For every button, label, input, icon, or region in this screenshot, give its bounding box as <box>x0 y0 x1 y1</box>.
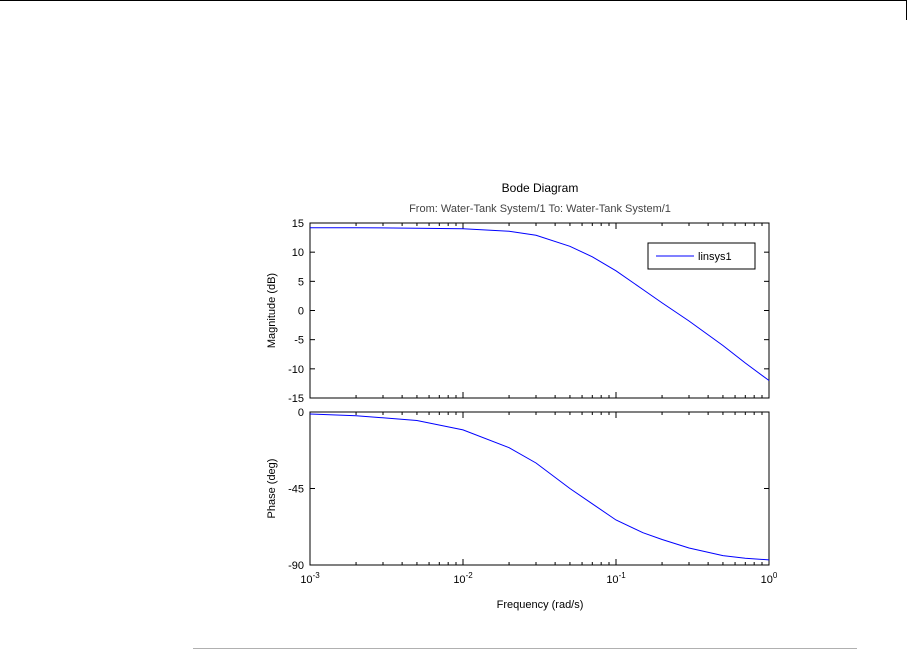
series-line-linsys1 <box>309 413 770 561</box>
y-tick-label: -5 <box>294 335 304 347</box>
y-axis-label: Phase (deg) <box>266 459 278 519</box>
x-tick-label: 10-2 <box>453 571 473 586</box>
x-tick-label: 10-3 <box>300 571 320 586</box>
bottom-page-rule <box>193 648 857 649</box>
top-page-rule <box>0 0 907 20</box>
y-tick-label: 15 <box>292 218 304 230</box>
series-line-linsys1 <box>310 227 770 381</box>
legend: linsys1 <box>647 242 756 270</box>
x-tick-label: 100 <box>761 571 778 586</box>
x-axis-label: Frequency (rad/s) <box>497 599 584 611</box>
y-tick-label: -15 <box>288 393 304 405</box>
axes-box <box>309 411 770 566</box>
legend-entry-label: linsys1 <box>698 251 732 263</box>
x-tick-label: 10-1 <box>606 571 626 586</box>
y-axis-label: Magnitude (dB) <box>266 273 278 348</box>
chart-subtitle: From: Water-Tank System/1 To: Water-Tank… <box>409 203 671 215</box>
y-tick-label: 0 <box>298 306 304 318</box>
y-tick-label: 10 <box>292 247 304 259</box>
plot-panel-2: 0 -45 -90 Phase (deg) 10-3 10-2 10-1 100 <box>266 407 778 586</box>
y-tick-label: 0 <box>298 407 304 419</box>
plot-panel-1: 15 10 5 0 -5 -10 -15 Magnitude (dB) linsys1 <box>266 218 770 405</box>
chart-title: Bode Diagram <box>502 181 579 195</box>
y-tick-label: -10 <box>288 364 304 376</box>
y-tick-label: -45 <box>288 484 304 496</box>
y-tick-label: 5 <box>298 276 304 288</box>
y-tick-label: -90 <box>288 560 304 572</box>
